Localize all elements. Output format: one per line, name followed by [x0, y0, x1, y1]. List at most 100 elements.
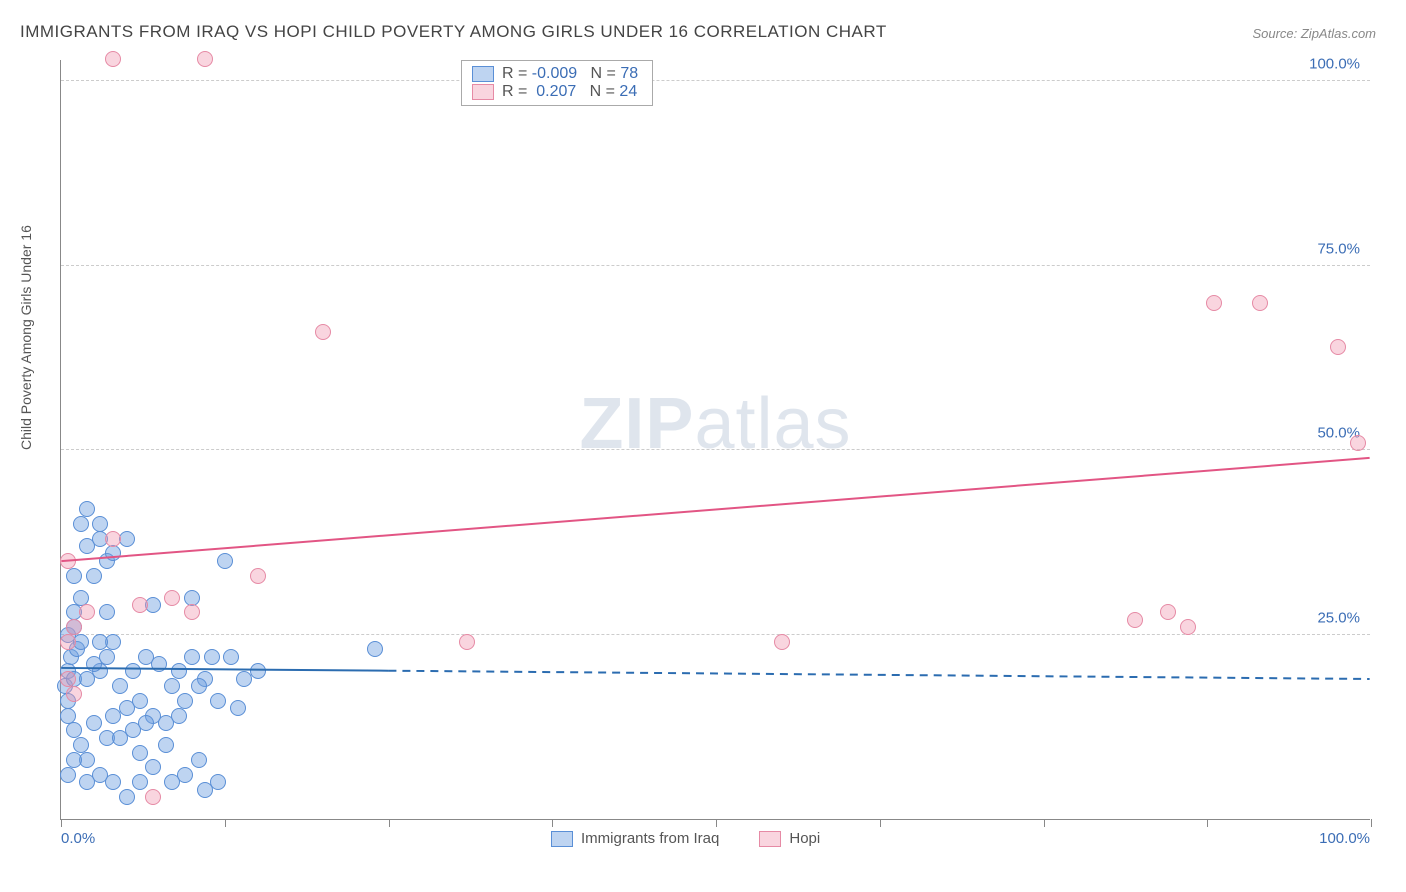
legend-text: R = -0.009 N = 78: [502, 65, 638, 83]
data-point: [158, 737, 174, 753]
x-tick: [552, 819, 553, 827]
x-tick: [716, 819, 717, 827]
gridline: [61, 449, 1370, 450]
data-point: [60, 634, 76, 650]
data-point: [86, 568, 102, 584]
legend-text: R = 0.207 N = 24: [502, 83, 637, 101]
data-point: [60, 671, 76, 687]
series-legend-label: Hopi: [789, 830, 820, 847]
data-point: [92, 634, 108, 650]
data-point: [230, 700, 246, 716]
legend-row: R = -0.009 N = 78: [472, 65, 638, 83]
data-point: [171, 708, 187, 724]
data-point: [191, 752, 207, 768]
x-tick: [880, 819, 881, 827]
data-point: [66, 752, 82, 768]
watermark: ZIPatlas: [579, 383, 851, 465]
x-tick: [389, 819, 390, 827]
data-point: [132, 774, 148, 790]
data-point: [73, 590, 89, 606]
source-credit: Source: ZipAtlas.com: [1252, 26, 1376, 41]
chart-title: IMMIGRANTS FROM IRAQ VS HOPI CHILD POVER…: [20, 22, 887, 42]
data-point: [132, 745, 148, 761]
data-point: [132, 693, 148, 709]
gridline: [61, 265, 1370, 266]
data-point: [250, 663, 266, 679]
series-legend-item: Hopi: [759, 830, 820, 847]
trend-line-dashed: [388, 671, 1369, 679]
data-point: [99, 649, 115, 665]
data-point: [105, 774, 121, 790]
data-point: [1127, 612, 1143, 628]
data-point: [197, 51, 213, 67]
data-point: [86, 715, 102, 731]
plot-area: ZIPatlas 25.0%50.0%75.0%100.0% R = -0.00…: [60, 60, 1370, 820]
data-point: [66, 722, 82, 738]
data-point: [145, 759, 161, 775]
legend-swatch: [759, 831, 781, 847]
data-point: [105, 531, 121, 547]
data-point: [60, 708, 76, 724]
data-point: [171, 663, 187, 679]
legend-swatch: [472, 84, 494, 100]
data-point: [1252, 295, 1268, 311]
legend-swatch: [472, 66, 494, 82]
y-tick-label: 25.0%: [1313, 609, 1364, 626]
trend-line-solid: [61, 458, 1369, 561]
data-point: [223, 649, 239, 665]
data-point: [1350, 435, 1366, 451]
data-point: [66, 686, 82, 702]
data-point: [210, 693, 226, 709]
data-point: [184, 649, 200, 665]
data-point: [367, 641, 383, 657]
data-point: [191, 678, 207, 694]
series-legend-label: Immigrants from Iraq: [581, 830, 719, 847]
data-point: [184, 604, 200, 620]
data-point: [60, 767, 76, 783]
data-point: [1160, 604, 1176, 620]
data-point: [112, 678, 128, 694]
data-point: [99, 604, 115, 620]
data-point: [132, 597, 148, 613]
x-axis-min-label: 0.0%: [61, 830, 95, 847]
data-point: [1206, 295, 1222, 311]
data-point: [66, 568, 82, 584]
data-point: [250, 568, 266, 584]
watermark-atlas: atlas: [694, 384, 851, 464]
x-tick: [61, 819, 62, 827]
data-point: [79, 774, 95, 790]
data-point: [151, 656, 167, 672]
y-axis-label: Child Poverty Among Girls Under 16: [18, 225, 34, 450]
data-point: [315, 324, 331, 340]
x-tick: [1207, 819, 1208, 827]
data-point: [164, 678, 180, 694]
series-legend-item: Immigrants from Iraq: [551, 830, 719, 847]
legend-swatch: [551, 831, 573, 847]
data-point: [73, 516, 89, 532]
y-tick-label: 100.0%: [1305, 56, 1364, 73]
data-point: [177, 693, 193, 709]
x-tick: [1371, 819, 1372, 827]
data-point: [204, 649, 220, 665]
data-point: [79, 538, 95, 554]
series-legend: Immigrants from Iraq Hopi: [551, 830, 820, 847]
legend-row: R = 0.207 N = 24: [472, 83, 638, 101]
data-point: [79, 671, 95, 687]
data-point: [105, 545, 121, 561]
data-point: [774, 634, 790, 650]
data-point: [164, 590, 180, 606]
data-point: [66, 619, 82, 635]
data-point: [125, 663, 141, 679]
x-tick: [1044, 819, 1045, 827]
correlation-legend: R = -0.009 N = 78R = 0.207 N = 24: [461, 60, 653, 106]
y-tick-label: 75.0%: [1313, 240, 1364, 257]
watermark-zip: ZIP: [579, 384, 694, 464]
data-point: [79, 501, 95, 517]
data-point: [145, 789, 161, 805]
x-tick: [225, 819, 226, 827]
data-point: [119, 789, 135, 805]
data-point: [1330, 339, 1346, 355]
data-point: [184, 590, 200, 606]
trend-line-solid: [61, 668, 388, 671]
data-point: [125, 722, 141, 738]
